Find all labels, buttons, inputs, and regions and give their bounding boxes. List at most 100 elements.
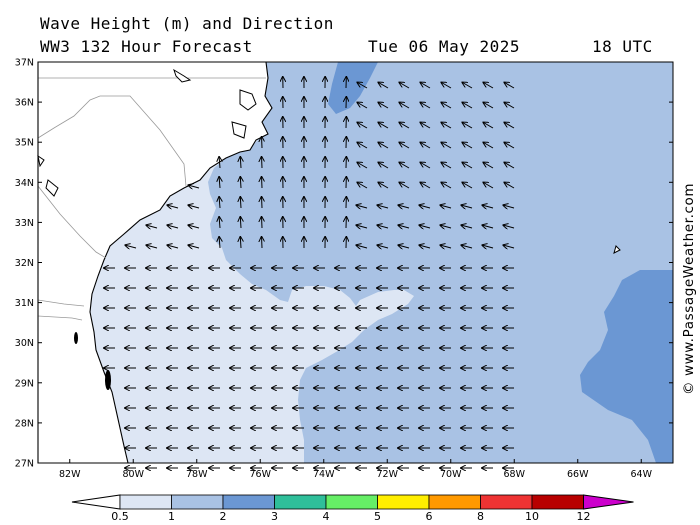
wave-arrow: [462, 143, 473, 149]
wave-arrow: [398, 245, 410, 248]
wave-arrow: [503, 245, 515, 248]
wave-arrow: [440, 205, 452, 208]
wave-arrow: [167, 205, 179, 208]
wave-arrow: [441, 103, 452, 109]
lat-label: 33N: [15, 218, 34, 229]
wave-arrow: [483, 143, 494, 149]
wave-arrow: [504, 103, 515, 109]
lon-label: 68W: [504, 469, 526, 480]
wave-arrow: [357, 143, 368, 149]
lat-label: 35N: [15, 138, 34, 149]
colorbar-segment: [377, 494, 430, 510]
wave-arrow: [399, 143, 410, 149]
lat-label: 31N: [15, 298, 34, 309]
lon-label: 74W: [313, 469, 335, 480]
colorbar-segment: [222, 494, 275, 510]
wave-height-colorbar: [71, 494, 634, 510]
wave-arrow: [219, 157, 220, 169]
wave-arrow: [399, 163, 410, 169]
wave-arrow: [483, 163, 494, 169]
wave-arrow: [441, 123, 452, 129]
lon-label: 80W: [123, 469, 145, 480]
colorbar-tick-label: 4: [323, 510, 330, 523]
credit-text: © www.PassageWeather.com: [681, 183, 697, 395]
wave-arrow: [441, 183, 452, 189]
wave-arrow: [399, 103, 410, 109]
wave-arrow: [420, 83, 431, 89]
wave-arrow: [167, 245, 179, 248]
lat-label: 34N: [15, 178, 34, 189]
wave-direction-arrows: [104, 77, 515, 468]
wave-arrow: [357, 123, 368, 129]
coast-detail: [37, 68, 621, 254]
wave-arrow: [399, 123, 410, 129]
lon-label: 72W: [377, 469, 399, 480]
colorbar-segment: [480, 494, 533, 510]
lat-label: 27N: [15, 459, 34, 470]
wave-arrow: [482, 225, 494, 228]
lat-label: 36N: [15, 98, 34, 109]
wave-arrow: [482, 245, 494, 248]
wave-arrow: [462, 123, 473, 129]
forecast-time: 18 UTC: [592, 37, 653, 56]
colorbar-tick-label: 8: [477, 510, 484, 523]
wave-arrow: [167, 225, 179, 228]
lat-label: 29N: [15, 378, 34, 389]
wave-arrow: [240, 197, 241, 209]
coastal-lakes: [74, 332, 111, 390]
colorbar-max-triangle: [583, 494, 634, 510]
wave-arrow: [462, 163, 473, 169]
wave-arrow: [356, 225, 368, 228]
wave-arrow: [441, 83, 452, 89]
colorbar-tick-label: 6: [426, 510, 433, 523]
map-title: Wave Height (m) and Direction: [40, 14, 334, 33]
wave-arrow: [483, 103, 494, 109]
wave-arrow: [441, 143, 452, 149]
wave-arrow: [504, 123, 515, 129]
wave-arrow: [462, 183, 473, 189]
wave-arrow: [219, 217, 220, 229]
wave-arrow: [356, 205, 368, 208]
wave-arrow: [419, 225, 431, 228]
wave-arrow: [188, 205, 200, 208]
wave-arrow: [441, 163, 452, 169]
wave-arrow: [188, 225, 200, 228]
lat-label: 28N: [15, 418, 34, 429]
wave-arrow: [399, 183, 410, 189]
wave-arrow: [461, 245, 473, 248]
wave-arrow: [146, 245, 158, 248]
colorbar-min-triangle: [71, 494, 121, 510]
wave-arrow: [378, 83, 389, 89]
colorbar-segment: [119, 494, 172, 510]
lon-label: 70W: [440, 469, 462, 480]
wave-arrow: [378, 163, 389, 169]
wave-arrow: [378, 143, 389, 149]
wave-arrow: [420, 103, 431, 109]
colorbar-segment: [428, 494, 481, 510]
wave-arrow: [482, 205, 494, 208]
colorbar-segment: [171, 494, 224, 510]
wave-arrow: [440, 245, 452, 248]
colorbar-tick-label: 3: [271, 510, 278, 523]
wave-arrow: [461, 225, 473, 228]
wave-zone-2-3m-north: [328, 62, 378, 114]
wave-arrow: [420, 143, 431, 149]
colorbar-tick-label: 2: [220, 510, 227, 523]
wave-arrow: [240, 237, 241, 249]
wave-arrow: [420, 183, 431, 189]
land-mass: [37, 61, 273, 464]
wave-arrow: [357, 183, 368, 189]
wave-arrow: [504, 83, 515, 89]
forecast-label: WW3 132 Hour Forecast: [40, 37, 253, 56]
wave-arrow: [356, 245, 368, 248]
colorbar-tick-label: 5: [374, 510, 381, 523]
wave-arrow: [419, 205, 431, 208]
wave-arrow: [378, 123, 389, 129]
wave-arrow: [219, 177, 220, 189]
wave-arrow: [240, 157, 241, 169]
wave-arrow: [240, 177, 241, 189]
wave-arrow: [462, 103, 473, 109]
wave-arrow: [462, 83, 473, 89]
wave-arrow: [188, 245, 200, 248]
wave-arrow: [377, 225, 389, 228]
